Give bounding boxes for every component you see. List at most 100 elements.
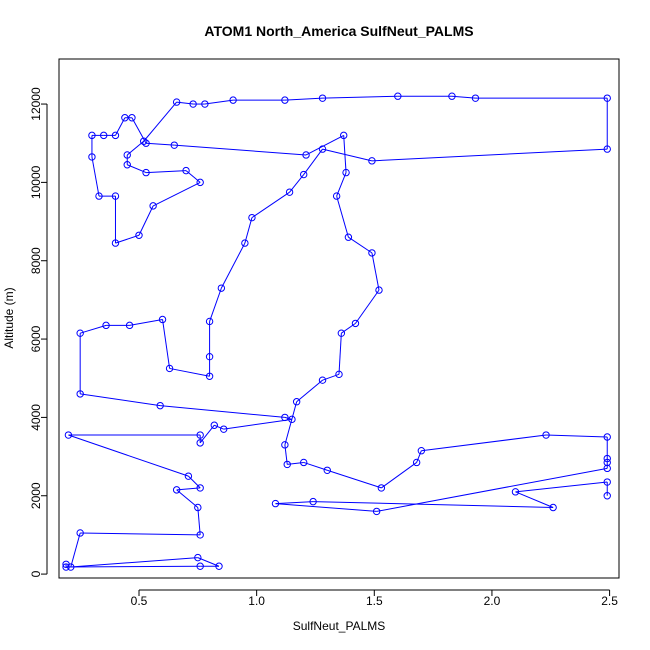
data-point [281, 441, 289, 449]
data-point [95, 192, 103, 200]
data-point [125, 321, 134, 330]
data-point [184, 472, 193, 480]
data-point [603, 433, 611, 441]
data-point [111, 239, 120, 247]
data-point [76, 529, 84, 537]
data-point [318, 376, 327, 384]
series-segment [296, 379, 323, 403]
series-segment [146, 142, 175, 146]
data-point [335, 370, 343, 379]
data-point [158, 315, 167, 324]
data-point [603, 458, 611, 467]
plot-frame [58, 58, 620, 579]
x-axis: 0.5 1.0 1.5 2.0 2.5 [131, 589, 618, 608]
data-point [368, 157, 376, 165]
data-point [603, 478, 611, 486]
series-segment [188, 475, 201, 489]
data-point [189, 100, 197, 108]
series-segment [275, 501, 314, 505]
data-point [170, 141, 178, 149]
data-point [196, 531, 204, 539]
series-segment [322, 373, 340, 381]
data-point [342, 168, 350, 177]
y-tick-label: 6000 [29, 325, 43, 352]
data-point [337, 329, 346, 337]
data-point [123, 151, 131, 159]
series-segment [174, 144, 307, 156]
data-point [196, 484, 204, 492]
x-tick-label: 1.0 [248, 594, 265, 608]
series-segment [376, 467, 608, 512]
data-point [217, 284, 226, 292]
series-segment [416, 450, 422, 463]
data-point [196, 431, 204, 439]
data-point [142, 139, 150, 147]
series-segment [66, 565, 201, 568]
data-point [318, 94, 327, 102]
series-segment [284, 401, 298, 445]
data-point [64, 431, 73, 439]
y-tick-label: 2000 [29, 482, 43, 509]
series-segment [515, 481, 608, 493]
data-point [292, 398, 301, 406]
series-segment [371, 148, 608, 162]
data-point [67, 563, 75, 571]
series-segment [160, 405, 285, 418]
data-point [368, 249, 376, 257]
series-segment [303, 461, 328, 471]
data-point [201, 100, 209, 108]
data-point [241, 239, 249, 247]
data-point [76, 390, 84, 398]
series-segment [131, 117, 147, 144]
data-point [603, 492, 611, 500]
series-segment [336, 195, 349, 238]
data-point [182, 166, 190, 175]
series-segment [275, 503, 377, 512]
series-segment [289, 174, 305, 193]
data-point [196, 178, 204, 187]
data-point [281, 413, 289, 422]
series-segment [214, 424, 224, 430]
series-segment [305, 134, 344, 156]
data-point [271, 499, 280, 508]
series-segment [223, 418, 293, 430]
series-segment [143, 101, 178, 142]
chart-title: ATOM1 North_America SulfNeut_PALMS [204, 23, 473, 39]
data-point [196, 562, 204, 570]
data-point [471, 94, 480, 102]
series-points [62, 92, 611, 571]
data-point [229, 96, 237, 104]
data-point [248, 213, 256, 222]
data-point [121, 114, 129, 122]
data-point [194, 503, 202, 512]
data-point [511, 488, 520, 496]
series-segment [197, 507, 201, 535]
data-point [549, 503, 557, 512]
data-point [283, 460, 291, 469]
data-point [603, 454, 611, 463]
series-segment [176, 487, 201, 491]
data-point [100, 131, 108, 140]
series-segment [199, 424, 215, 444]
series-segment [91, 156, 100, 197]
data-point [102, 321, 110, 330]
x-tick-label: 2.5 [601, 594, 618, 608]
data-point [309, 497, 317, 506]
data-point [88, 131, 96, 140]
data-point [412, 458, 421, 467]
series-segment [546, 434, 608, 438]
data-point [205, 372, 214, 380]
x-tick-label: 2.0 [484, 594, 501, 608]
series-segment [162, 319, 171, 369]
data-point [372, 507, 381, 516]
data-point [300, 170, 308, 179]
series-segment [68, 434, 189, 477]
series-segment [176, 489, 199, 508]
series-segment [169, 367, 210, 377]
data-point [128, 114, 136, 122]
series-segment [244, 217, 253, 244]
data-point [603, 145, 611, 153]
series-segment [322, 148, 373, 162]
series-segment [152, 181, 201, 207]
